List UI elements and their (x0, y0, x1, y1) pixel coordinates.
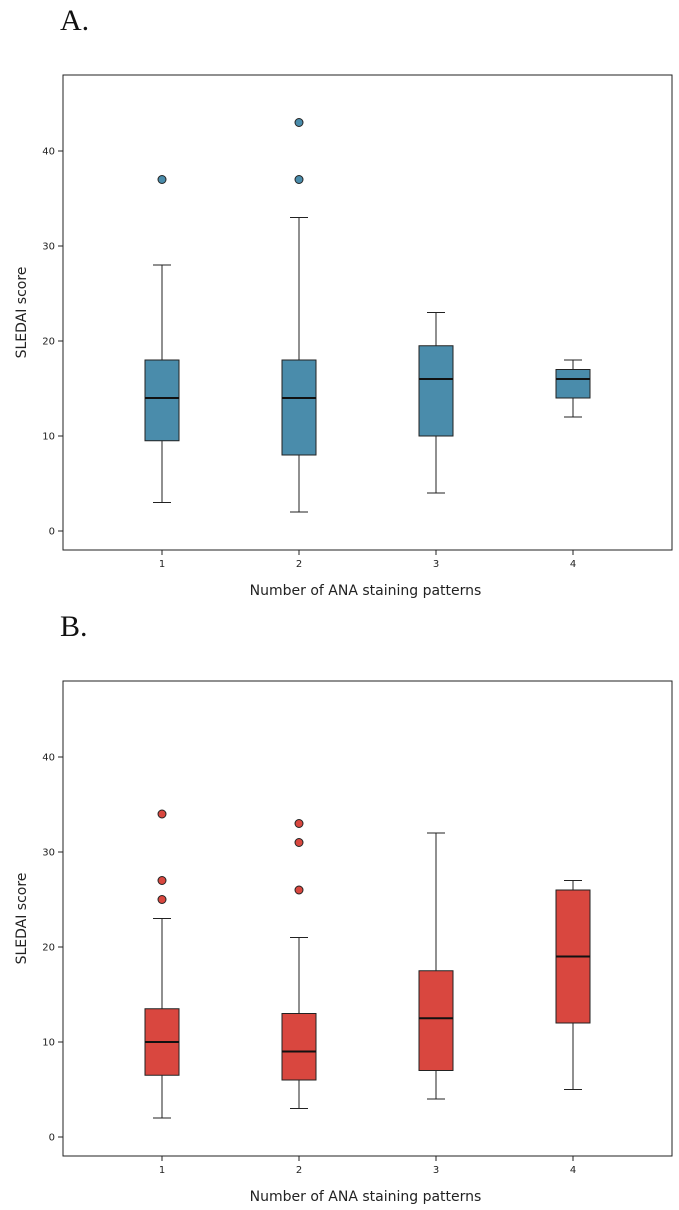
outlier-point (158, 810, 166, 818)
y-tick-label: 10 (42, 1038, 55, 1049)
y-tick-label: 40 (42, 147, 55, 158)
boxplot-chart-a: 0 10 20 30 40 1 2 3 4 Number of ANA staining patt… (0, 0, 679, 604)
y-axis-title: SLEDAI score (14, 267, 30, 359)
y-tick-label: 0 (49, 527, 55, 538)
y-tick-label: 40 (42, 753, 55, 764)
box-iqr (556, 370, 590, 399)
box-iqr (282, 360, 316, 455)
outlier-point (295, 176, 303, 184)
boxplot-chart-b: 0 10 20 30 40 1 2 3 4 Number of ANA staining patt… (0, 606, 679, 1210)
y-tick-label: 20 (42, 337, 55, 348)
box-iqr (282, 1014, 316, 1081)
outlier-point (295, 119, 303, 127)
panel-a: A. 0 10 20 30 40 1 2 3 4 Number of ANA staining p… (0, 0, 679, 604)
outlier-point (295, 820, 303, 828)
outlier-point (158, 877, 166, 885)
x-tick-label: 3 (433, 1165, 439, 1176)
x-tick-label: 4 (570, 559, 576, 570)
y-tick-label: 30 (42, 242, 55, 253)
y-tick-label: 10 (42, 432, 55, 443)
y-tick-label: 20 (42, 943, 55, 954)
x-tick-label: 2 (296, 1165, 302, 1176)
outlier-point (158, 176, 166, 184)
box-iqr (145, 360, 179, 441)
plot-frame (63, 75, 672, 550)
outlier-point (295, 886, 303, 894)
outlier-point (158, 896, 166, 904)
y-tick-label: 30 (42, 848, 55, 859)
box-iqr (419, 971, 453, 1071)
box-iqr (419, 346, 453, 436)
x-tick-label: 4 (570, 1165, 576, 1176)
x-tick-label: 1 (159, 559, 165, 570)
x-tick-label: 2 (296, 559, 302, 570)
x-tick-label: 1 (159, 1165, 165, 1176)
y-axis-title: SLEDAI score (14, 873, 30, 965)
outlier-point (295, 839, 303, 847)
panel-b: B. 0 10 20 30 40 1 2 3 4 Number of ANA staining p… (0, 606, 679, 1210)
x-axis-title: Number of ANA staining patterns (250, 583, 482, 599)
x-axis-title: Number of ANA staining patterns (250, 1189, 482, 1205)
x-tick-label: 3 (433, 559, 439, 570)
y-tick-label: 0 (49, 1133, 55, 1144)
